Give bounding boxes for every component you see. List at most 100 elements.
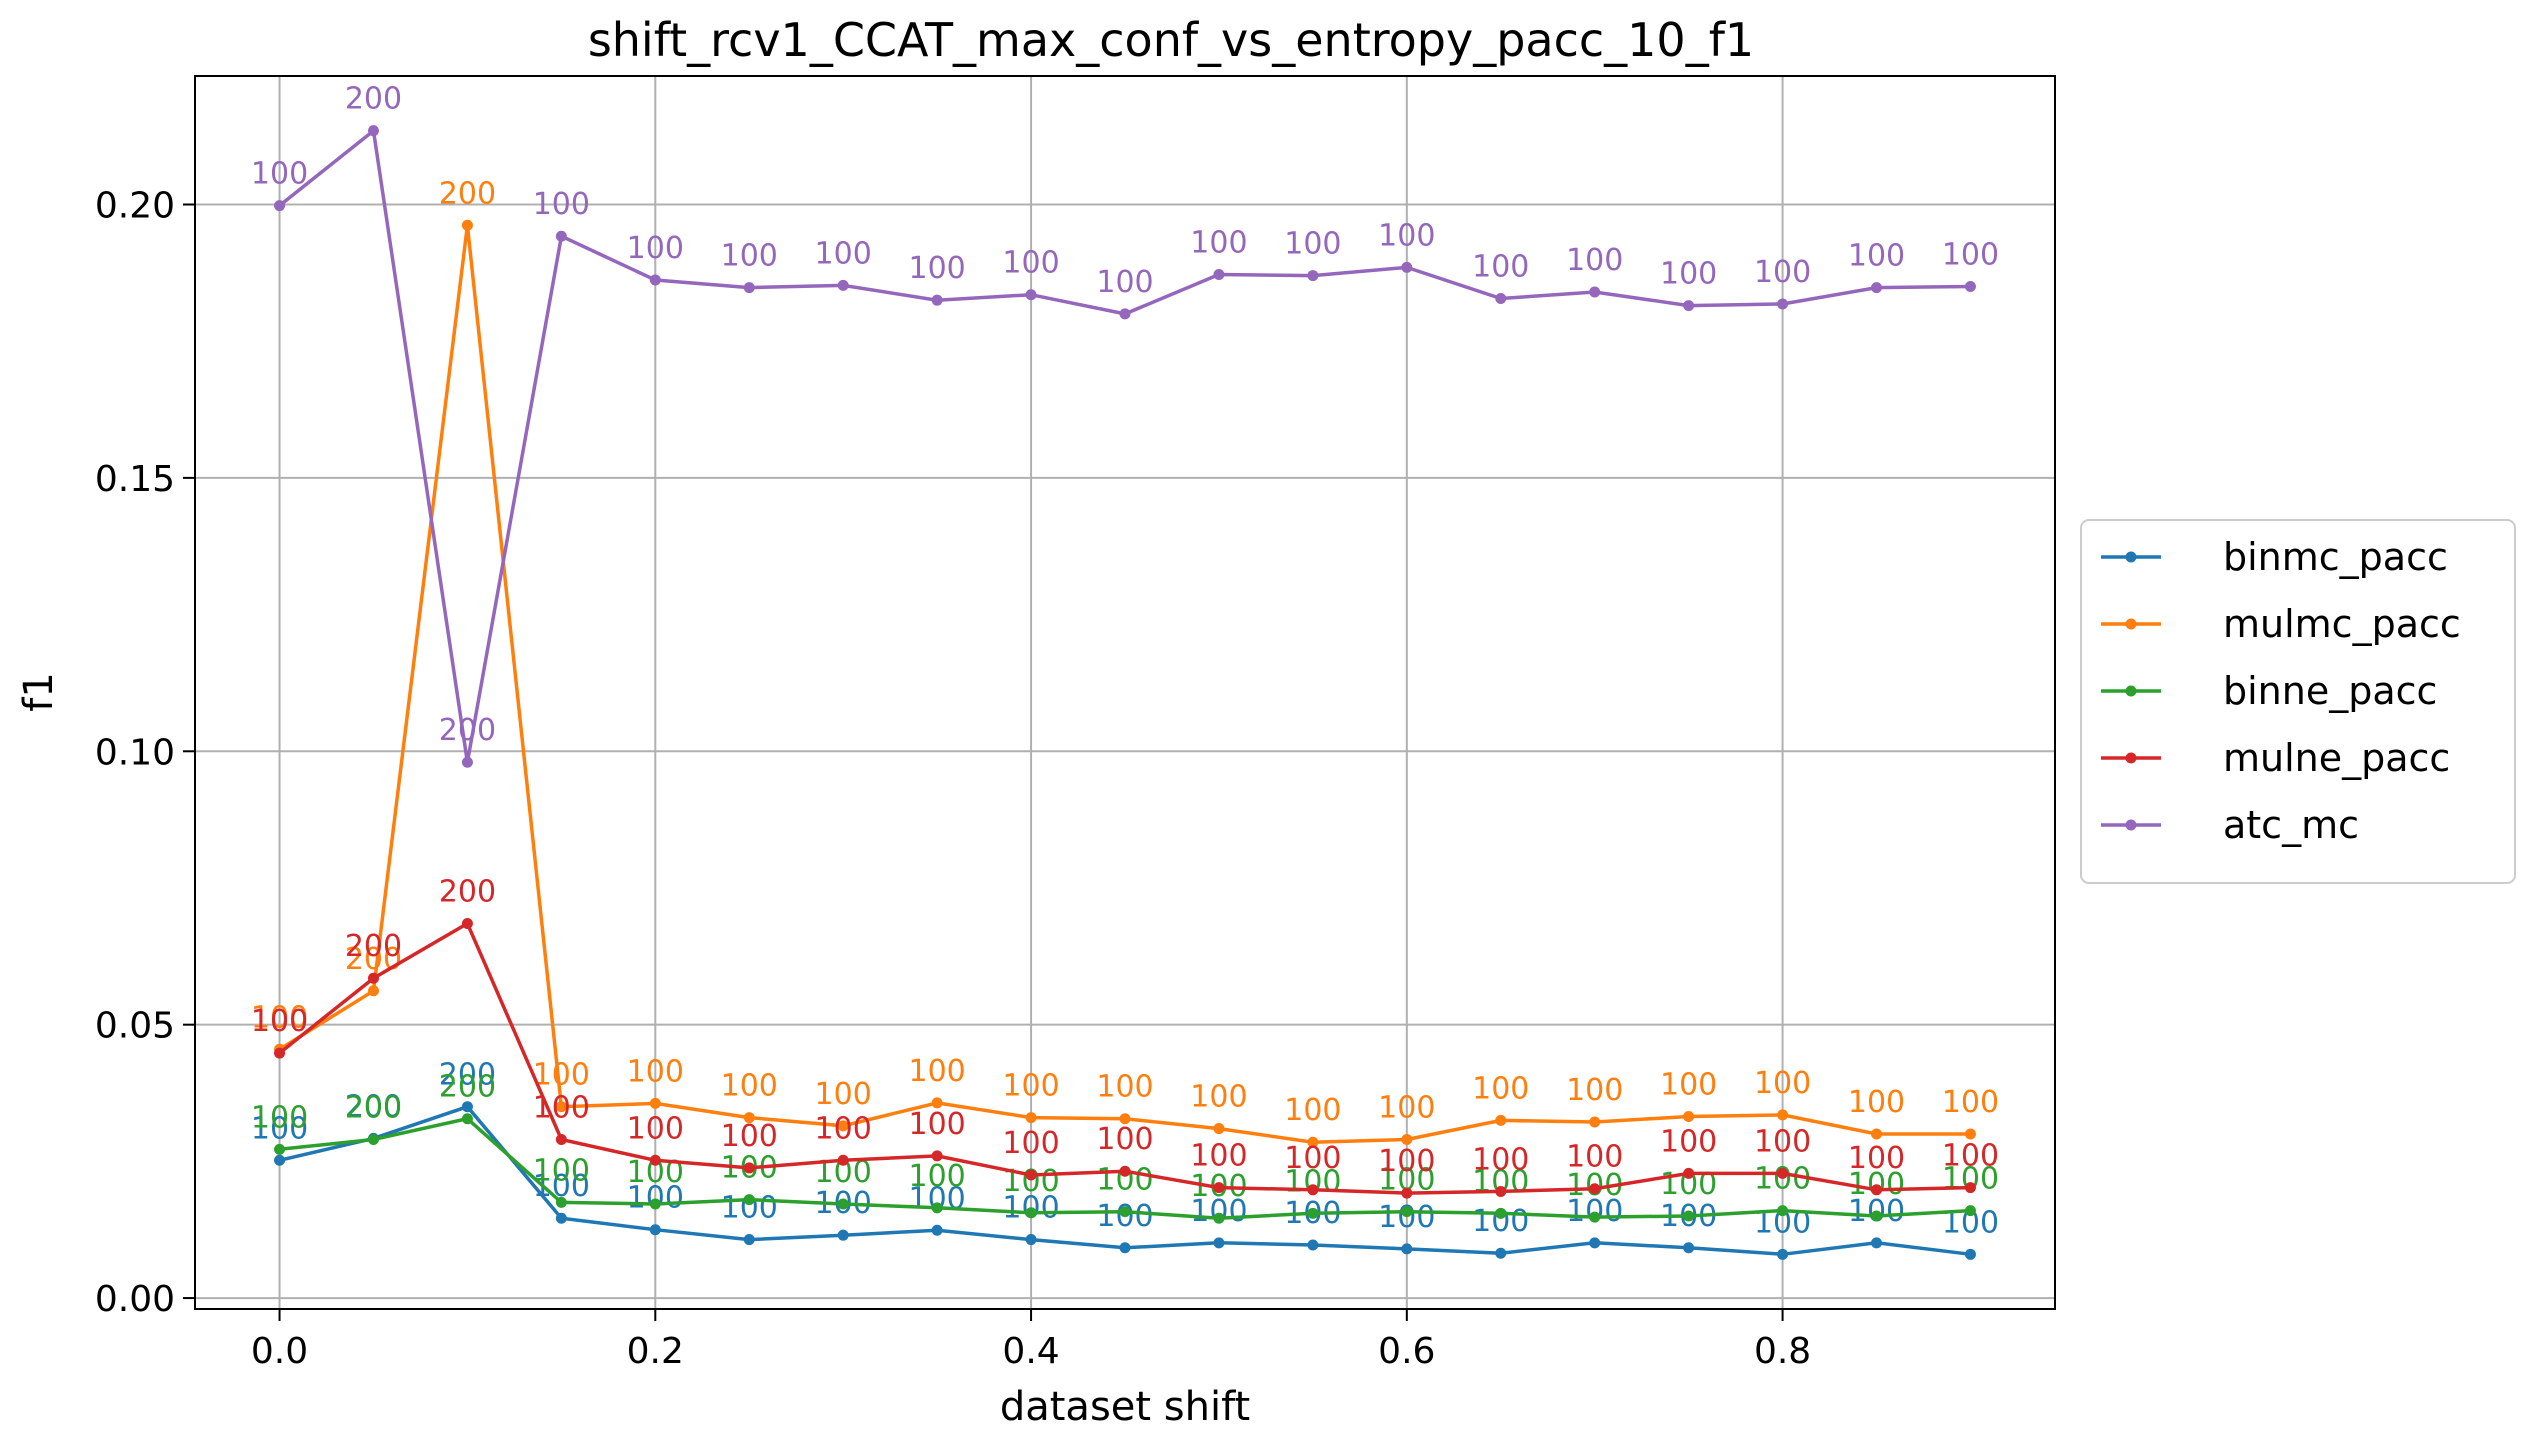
point-label: 100 <box>1848 1085 1905 1120</box>
point-label: 100 <box>1660 1068 1717 1103</box>
point-label: 100 <box>1660 1124 1717 1159</box>
data-point <box>1777 1248 1789 1260</box>
data-point <box>931 1224 943 1236</box>
data-point <box>274 200 286 212</box>
legend-marker <box>2125 551 2137 563</box>
point-label: 100 <box>1378 1090 1435 1125</box>
data-point <box>1213 1123 1225 1135</box>
data-point <box>461 219 473 231</box>
data-point <box>837 1154 849 1166</box>
point-label: 100 <box>721 239 778 274</box>
series-atc_mc: 100 200 200 100 100 100 100 100 100 100 100 100 100 1… <box>251 82 1999 768</box>
data-point <box>931 1202 943 1214</box>
data-point <box>1401 1133 1413 1145</box>
point-label: 200 <box>345 1089 402 1124</box>
data-point <box>367 1133 379 1145</box>
point-label: 100 <box>721 1069 778 1104</box>
point-label: 100 <box>533 1058 590 1093</box>
x-axis-label: dataset shift <box>1000 1384 1250 1430</box>
point-label: 100 <box>1002 1126 1059 1161</box>
data-point <box>1871 1184 1883 1196</box>
data-point <box>1964 1128 1976 1140</box>
point-label: 100 <box>251 157 308 192</box>
point-label: 100 <box>627 231 684 266</box>
point-label: 200 <box>345 82 402 117</box>
point-label: 100 <box>533 1090 590 1125</box>
data-point <box>1119 1113 1131 1125</box>
point-label: 200 <box>439 875 496 910</box>
axis-ticks: 0.0 0.2 0.4 0.6 0.8 0.00 0.05 0.10 0.15 0.20 <box>95 185 1811 1372</box>
data-point <box>743 1234 755 1246</box>
point-label: 100 <box>1378 1200 1435 1235</box>
data-point <box>461 756 473 768</box>
data-point <box>649 1198 661 1210</box>
data-point <box>1119 1165 1131 1177</box>
x-tick-label: 0.6 <box>1378 1331 1435 1372</box>
data-point <box>1213 1182 1225 1194</box>
data-point <box>1683 1167 1695 1179</box>
plot-frame <box>194 75 2056 1310</box>
x-tick-label: 0.2 <box>627 1331 684 1372</box>
data-point <box>649 1154 661 1166</box>
point-label: 100 <box>251 1004 308 1039</box>
legend-item-binmc_pacc: binmc_pacc <box>2101 535 2448 579</box>
point-label: 100 <box>1284 1093 1341 1128</box>
data-point <box>1307 270 1319 282</box>
data-point <box>837 1120 849 1132</box>
data-point <box>1213 268 1225 280</box>
data-point <box>1119 308 1131 320</box>
point-label: 100 <box>627 1111 684 1146</box>
legend-label: mulmc_pacc <box>2223 602 2461 646</box>
point-label: 200 <box>345 1090 402 1125</box>
data-point <box>743 282 755 294</box>
data-point <box>367 972 379 984</box>
point-label: 100 <box>1378 218 1435 253</box>
data-point <box>1495 1207 1507 1219</box>
data-point <box>931 1150 943 1162</box>
data-point <box>1401 1243 1413 1255</box>
data-point <box>743 1162 755 1174</box>
data-point <box>1307 1136 1319 1148</box>
x-tick-label: 0.4 <box>1002 1331 1059 1372</box>
data-point <box>931 294 943 306</box>
data-point <box>555 230 567 242</box>
point-label: 100 <box>1942 238 1999 273</box>
data-point <box>1589 1211 1601 1223</box>
data-point <box>931 1097 943 1109</box>
point-label: 100 <box>1942 1085 1999 1120</box>
legend-marker <box>2125 618 2137 630</box>
data-point <box>1213 1212 1225 1224</box>
point-label: 100 <box>1472 250 1529 285</box>
point-label: 100 <box>1566 1073 1623 1108</box>
point-label: 100 <box>533 1153 590 1188</box>
point-label: 100 <box>1096 1122 1153 1157</box>
legend-item-mulmc_pacc: mulmc_pacc <box>2101 602 2461 646</box>
data-point <box>1495 1114 1507 1126</box>
point-label: 200 <box>439 1058 496 1093</box>
point-label: 100 <box>1660 257 1717 292</box>
point-label: 100 <box>1754 1124 1811 1159</box>
data-point <box>1777 1109 1789 1121</box>
data-point <box>649 274 661 286</box>
data-point <box>1683 300 1695 312</box>
data-point <box>1401 1206 1413 1218</box>
data-point <box>1589 1116 1601 1128</box>
data-point <box>1777 1167 1789 1179</box>
point-label: 100 <box>251 1100 308 1135</box>
y-tick-label: 0.20 <box>95 185 175 226</box>
data-point <box>367 125 379 137</box>
legend-box <box>2080 519 2516 884</box>
data-point <box>1871 1128 1883 1140</box>
point-label: 100 <box>1754 1162 1811 1197</box>
data-point <box>1589 1183 1601 1195</box>
data-point <box>1307 1184 1319 1196</box>
legend-marker <box>2125 752 2137 764</box>
data-point <box>1871 282 1883 294</box>
point-label: 200 <box>345 929 402 964</box>
grid <box>195 76 2055 1309</box>
point-label: 100 <box>1096 1070 1153 1105</box>
point-label: 100 <box>1002 1069 1059 1104</box>
y-tick-label: 0.15 <box>95 459 175 500</box>
